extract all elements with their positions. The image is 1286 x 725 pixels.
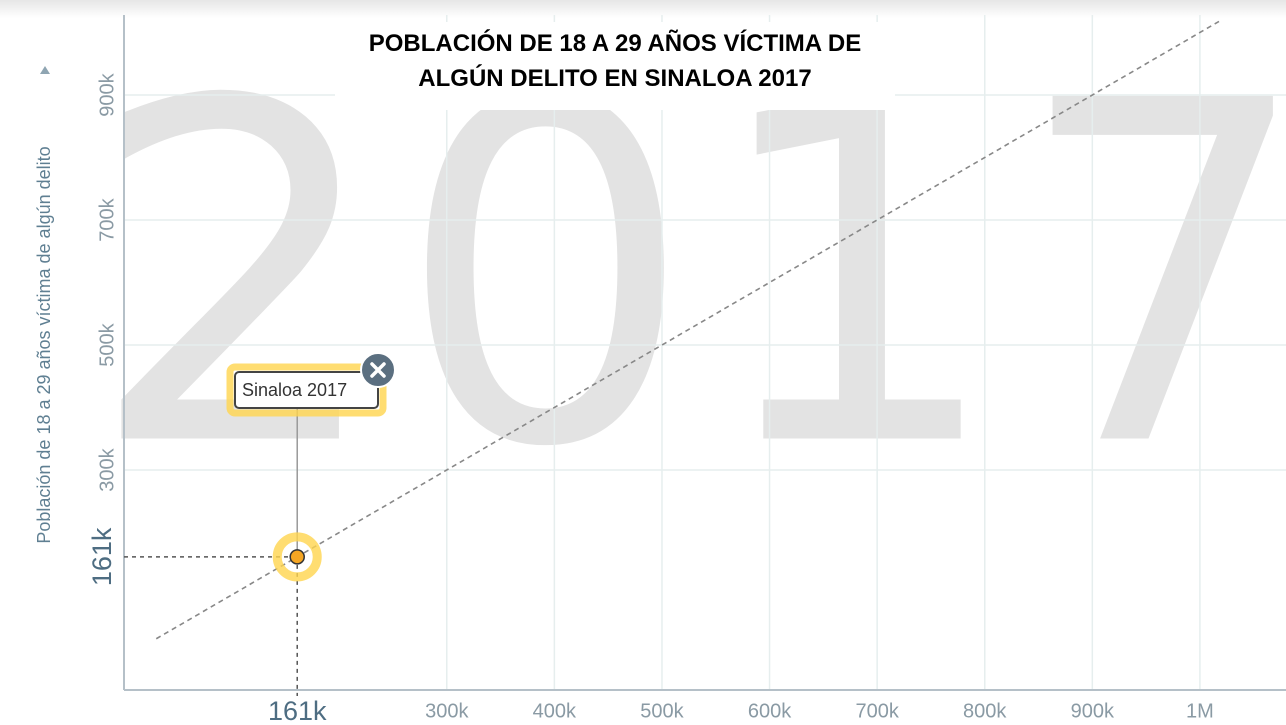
x-tick-label: 400k (533, 700, 577, 722)
x-tick-label: 1M (1186, 700, 1214, 722)
x-tick-label: 300k (425, 700, 469, 722)
y-tick-label: 900k (96, 72, 118, 116)
y-axis-label: Población de 18 a 29 años víctima de alg… (34, 146, 54, 543)
y-tick-label: 500k (96, 322, 118, 366)
x-tick-label: 700k (855, 700, 899, 722)
y-tick-label: 700k (96, 197, 118, 241)
label-glow (226, 363, 387, 417)
close-icon (370, 362, 386, 378)
point-label: Sinaloa 2017 (242, 380, 347, 400)
axis-menu-arrow (40, 66, 50, 74)
close-button[interactable] (360, 352, 396, 388)
point-glow (272, 532, 322, 582)
label-box (234, 371, 379, 409)
x-tick-label: 600k (748, 700, 792, 722)
x-tick-label: 500k (640, 700, 684, 722)
x-highlight-label: 161k (268, 696, 327, 725)
top-shade (0, 0, 1286, 18)
y-highlight-label: 161k (87, 527, 117, 586)
x-tick-label: 900k (1071, 700, 1115, 722)
reference-line (155, 20, 1220, 640)
point (289, 549, 305, 565)
x-tick-label: 800k (963, 700, 1007, 722)
chart-title: POBLACIÓN DE 18 A 29 AÑOS VÍCTIMA DE ALG… (335, 22, 895, 110)
y-tick-label: 300k (96, 447, 118, 491)
